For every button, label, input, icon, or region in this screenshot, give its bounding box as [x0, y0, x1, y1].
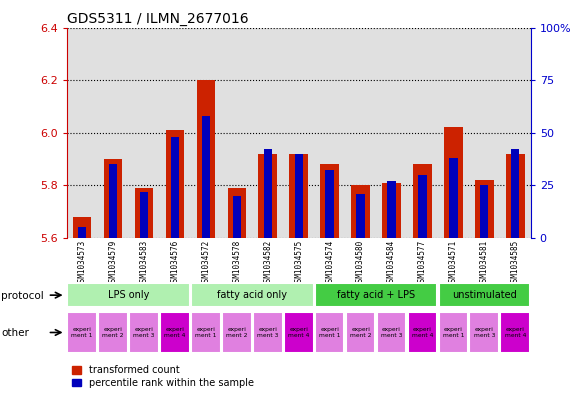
- Text: GSM1034575: GSM1034575: [294, 240, 303, 286]
- Text: experi
ment 4: experi ment 4: [164, 327, 186, 338]
- Text: other: other: [1, 328, 29, 338]
- Text: experi
ment 1: experi ment 1: [195, 327, 217, 338]
- Bar: [387, 181, 396, 238]
- Text: experi
ment 3: experi ment 3: [257, 327, 278, 338]
- Text: fatty acid only: fatty acid only: [218, 290, 287, 299]
- Text: unstimulated: unstimulated: [452, 290, 517, 299]
- Bar: [315, 283, 437, 307]
- Bar: [501, 312, 530, 353]
- Text: GSM1034574: GSM1034574: [325, 240, 334, 286]
- Bar: [475, 180, 494, 238]
- Legend: transformed count, percentile rank within the sample: transformed count, percentile rank withi…: [71, 365, 254, 388]
- Text: GSM1034571: GSM1034571: [449, 240, 458, 286]
- Text: experi
ment 1: experi ment 1: [71, 327, 93, 338]
- Text: experi
ment 4: experi ment 4: [505, 327, 526, 338]
- Bar: [166, 130, 184, 238]
- Text: protocol: protocol: [1, 290, 44, 301]
- Text: experi
ment 2: experi ment 2: [102, 327, 124, 338]
- Bar: [413, 164, 432, 238]
- Bar: [259, 154, 277, 238]
- Bar: [438, 283, 530, 307]
- Bar: [325, 171, 334, 238]
- Text: experi
ment 3: experi ment 3: [474, 327, 495, 338]
- Bar: [222, 312, 252, 353]
- Bar: [506, 154, 524, 238]
- Bar: [202, 116, 210, 238]
- Text: experi
ment 2: experi ment 2: [350, 327, 371, 338]
- Text: GSM1034582: GSM1034582: [263, 240, 272, 286]
- Bar: [73, 217, 92, 238]
- Bar: [191, 283, 314, 307]
- Text: GSM1034583: GSM1034583: [140, 240, 148, 286]
- Text: experi
ment 1: experi ment 1: [443, 327, 464, 338]
- Bar: [263, 149, 272, 238]
- Bar: [104, 159, 122, 238]
- Bar: [351, 185, 370, 238]
- Text: GSM1034585: GSM1034585: [511, 240, 520, 286]
- Bar: [376, 312, 407, 353]
- Text: GSM1034581: GSM1034581: [480, 240, 489, 286]
- Text: GSM1034576: GSM1034576: [171, 240, 179, 286]
- Bar: [438, 312, 468, 353]
- Text: GSM1034573: GSM1034573: [78, 240, 86, 286]
- Bar: [320, 164, 339, 238]
- Text: experi
ment 3: experi ment 3: [133, 327, 155, 338]
- Text: GSM1034578: GSM1034578: [233, 240, 241, 286]
- Bar: [408, 312, 437, 353]
- Text: fatty acid + LPS: fatty acid + LPS: [337, 290, 415, 299]
- Bar: [469, 312, 499, 353]
- Bar: [233, 196, 241, 238]
- Text: GSM1034572: GSM1034572: [201, 240, 211, 286]
- Bar: [98, 312, 128, 353]
- Bar: [109, 164, 117, 238]
- Text: GSM1034579: GSM1034579: [108, 240, 118, 286]
- Bar: [160, 312, 190, 353]
- Bar: [67, 283, 190, 307]
- Text: GSM1034577: GSM1034577: [418, 240, 427, 286]
- Bar: [295, 154, 303, 238]
- Bar: [480, 185, 488, 238]
- Bar: [227, 188, 246, 238]
- Bar: [253, 312, 282, 353]
- Text: experi
ment 1: experi ment 1: [319, 327, 340, 338]
- Bar: [346, 312, 375, 353]
- Bar: [135, 188, 153, 238]
- Bar: [356, 194, 365, 238]
- Text: LPS only: LPS only: [108, 290, 149, 299]
- Bar: [511, 149, 520, 238]
- Bar: [67, 312, 97, 353]
- Text: experi
ment 2: experi ment 2: [226, 327, 248, 338]
- Text: GDS5311 / ILMN_2677016: GDS5311 / ILMN_2677016: [67, 13, 248, 26]
- Bar: [382, 183, 401, 238]
- Bar: [140, 191, 148, 238]
- Text: experi
ment 3: experi ment 3: [381, 327, 402, 338]
- Text: experi
ment 4: experi ment 4: [412, 327, 433, 338]
- Bar: [78, 227, 86, 238]
- Bar: [129, 312, 159, 353]
- Bar: [197, 80, 215, 238]
- Bar: [284, 312, 314, 353]
- Bar: [315, 312, 345, 353]
- Bar: [418, 174, 427, 238]
- Bar: [171, 137, 179, 238]
- Bar: [444, 127, 463, 238]
- Text: GSM1034584: GSM1034584: [387, 240, 396, 286]
- Text: experi
ment 4: experi ment 4: [288, 327, 309, 338]
- Text: GSM1034580: GSM1034580: [356, 240, 365, 286]
- Bar: [289, 154, 308, 238]
- Bar: [449, 158, 458, 238]
- Bar: [191, 312, 221, 353]
